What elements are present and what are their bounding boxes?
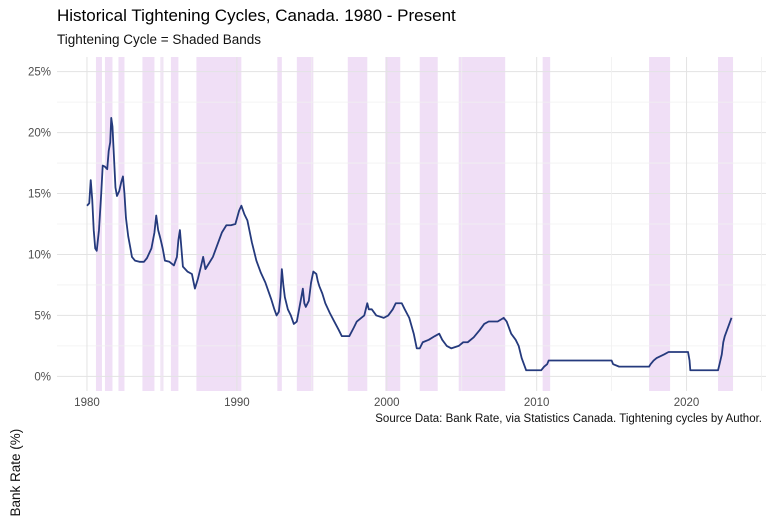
x-tick-label: 2020	[674, 397, 700, 409]
series-layer	[86, 117, 733, 372]
x-tick-label: 2000	[374, 397, 400, 409]
bank-rate-line	[86, 117, 733, 372]
chart-title: Historical Tightening Cycles, Canada. 19…	[57, 6, 456, 25]
x-axis-ticks: 1980 1990 2000 2010 2020	[74, 397, 699, 409]
y-tick-label: 15%	[28, 189, 51, 201]
x-tick-label: 1990	[224, 397, 250, 409]
y-tick-label: 25%	[28, 67, 51, 79]
y-tick-label: 20%	[28, 128, 51, 140]
y-tick-label: 0%	[34, 371, 51, 383]
line-chart: 0% 5% 10% 15% 20% 25% 1980 1990 2000 2010 2020	[28, 57, 766, 409]
y-axis-ticks: 0% 5% 10% 15% 20% 25%	[28, 67, 51, 384]
x-tick-label: 1980	[74, 397, 100, 409]
chart-subtitle: Tightening Cycle = Shaded Bands	[57, 32, 262, 47]
y-axis-label: Bank Rate (%)	[8, 428, 23, 517]
grid-lines	[57, 57, 766, 391]
y-tick-label: 5%	[34, 310, 51, 322]
x-tick-label: 2010	[524, 397, 550, 409]
chart-caption: Source Data: Bank Rate, via Statistics C…	[375, 413, 762, 425]
y-tick-label: 10%	[28, 249, 51, 261]
